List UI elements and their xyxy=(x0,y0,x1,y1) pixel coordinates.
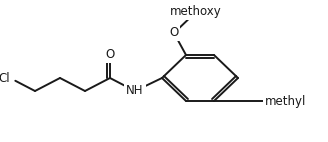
Text: methyl: methyl xyxy=(265,94,306,107)
Text: NH: NH xyxy=(126,84,144,98)
Text: methoxy: methoxy xyxy=(170,6,222,18)
Text: O: O xyxy=(169,27,179,39)
Text: O: O xyxy=(105,49,114,61)
Text: Cl: Cl xyxy=(0,72,10,84)
